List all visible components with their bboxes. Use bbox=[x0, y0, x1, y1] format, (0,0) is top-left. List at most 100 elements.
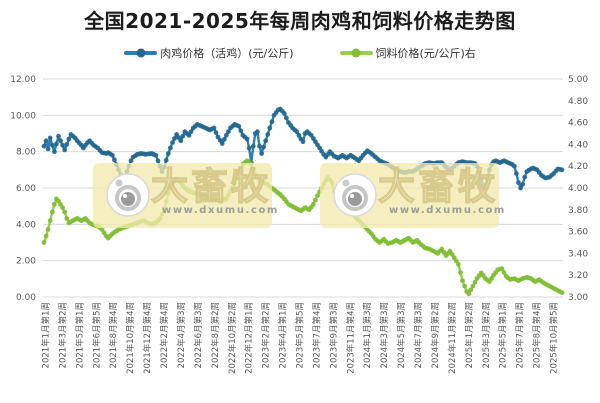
series-marker-0 bbox=[221, 137, 227, 142]
right-axis-tick-label: 4.40 bbox=[568, 140, 588, 150]
watermark-brand-text: 大畜牧 bbox=[377, 164, 498, 208]
series-marker-0 bbox=[211, 125, 217, 131]
left-axis-tick-label: 4.00 bbox=[16, 220, 36, 230]
x-axis-tick-label: 2023年4月第1周 bbox=[278, 302, 289, 368]
series-marker-0 bbox=[236, 123, 242, 129]
legend-dot-broiler bbox=[136, 48, 146, 58]
series-marker-0 bbox=[255, 129, 260, 135]
x-axis-tick-label: 2023年9月第3周 bbox=[328, 302, 339, 368]
series-marker-0 bbox=[180, 133, 186, 139]
series-marker-0 bbox=[522, 174, 528, 180]
x-axis-tick-label: 2023年2月第2周 bbox=[261, 302, 272, 368]
x-axis-tick-label: 2022年10月第2周 bbox=[227, 302, 238, 374]
series-marker-1 bbox=[52, 201, 57, 207]
legend-line-marker-broiler bbox=[124, 48, 158, 58]
series-marker-1 bbox=[458, 270, 463, 275]
series-marker-0 bbox=[165, 151, 171, 156]
series-marker-0 bbox=[514, 171, 519, 176]
series-marker-0 bbox=[153, 152, 159, 158]
series-marker-0 bbox=[64, 142, 70, 147]
series-marker-0 bbox=[128, 158, 134, 164]
series-marker-0 bbox=[60, 142, 65, 148]
series-marker-0 bbox=[49, 142, 55, 148]
right-axis-tick-label: 4.00 bbox=[568, 184, 588, 194]
series-marker-0 bbox=[259, 151, 264, 156]
series-marker-0 bbox=[294, 129, 300, 135]
x-axis-tick-label: 2024年3月第3周 bbox=[379, 302, 390, 368]
series-marker-0 bbox=[263, 138, 269, 144]
x-axis-tick-label: 2022年12月第1周 bbox=[244, 302, 255, 374]
right-axis-tick-label: 3.20 bbox=[568, 271, 588, 281]
legend-dot-feed bbox=[351, 48, 361, 58]
series-marker-1 bbox=[499, 266, 505, 272]
series-marker-0 bbox=[62, 147, 68, 153]
legend: 肉鸡价格（活鸡）(元/公斤) 饲料价格(元/公斤)右 bbox=[0, 45, 600, 61]
right-axis-tick-label: 4.60 bbox=[568, 119, 588, 129]
x-axis-tick-label: 2024年7月第3周 bbox=[413, 302, 424, 368]
x-axis-tick-label: 2022年8月第2周 bbox=[210, 302, 221, 368]
series-marker-1 bbox=[501, 270, 507, 275]
legend-line-marker-feed bbox=[339, 48, 373, 58]
watermark-right: 大畜牧 www.dxumu.com bbox=[320, 163, 504, 228]
series-marker-0 bbox=[178, 138, 184, 144]
x-axis-tick-label: 2021年1月第1周 bbox=[41, 302, 52, 368]
series-marker-0 bbox=[43, 138, 49, 144]
series-marker-0 bbox=[559, 167, 565, 173]
series-marker-1 bbox=[559, 290, 565, 295]
left-axis-tick-label: 12.00 bbox=[10, 75, 36, 85]
left-axis-tick-label: 0.00 bbox=[16, 293, 36, 303]
x-axis-tick-label: 2022年2月第4周 bbox=[159, 302, 170, 368]
series-marker-0 bbox=[246, 145, 252, 151]
x-axis-tick-label: 2024年5月第3周 bbox=[396, 302, 407, 368]
series-marker-1 bbox=[49, 209, 55, 215]
series-marker-0 bbox=[47, 135, 53, 141]
series-marker-0 bbox=[226, 129, 231, 135]
series-marker-1 bbox=[41, 240, 47, 245]
series-marker-0 bbox=[282, 111, 287, 116]
x-axis-tick-label: 2025年5月第1周 bbox=[498, 302, 509, 368]
right-axis-tick-label: 4.20 bbox=[568, 162, 588, 172]
x-axis-tick-label: 2021年12月第4周 bbox=[142, 302, 153, 374]
series-marker-0 bbox=[163, 157, 169, 163]
series-marker-0 bbox=[112, 157, 117, 163]
right-axis-tick-label: 3.40 bbox=[568, 249, 588, 259]
x-axis-tick-label: 2021年5月第1周 bbox=[74, 302, 85, 368]
series-marker-0 bbox=[516, 180, 521, 186]
watermark-url-text: www.dxumu.com bbox=[389, 205, 506, 216]
series-marker-0 bbox=[213, 130, 219, 136]
x-axis-tick-label: 2025年7月第1周 bbox=[515, 302, 526, 368]
series-marker-1 bbox=[47, 218, 53, 224]
watermark-url-text: www.dxumu.com bbox=[162, 205, 279, 216]
x-axis-tick-label: 2021年6月第5周 bbox=[91, 302, 102, 368]
x-axis-tick-label: 2021年8月第4周 bbox=[108, 302, 119, 368]
series-marker-0 bbox=[265, 132, 271, 137]
x-axis-tick-label: 2025年1月第2周 bbox=[464, 302, 475, 368]
series-marker-0 bbox=[257, 143, 262, 149]
series-marker-0 bbox=[52, 149, 57, 155]
series-marker-0 bbox=[261, 144, 266, 150]
series-marker-0 bbox=[41, 143, 47, 149]
series-marker-1 bbox=[43, 233, 49, 239]
series-marker-1 bbox=[470, 283, 476, 289]
x-axis-tick-label: 2023年5月第5周 bbox=[295, 302, 306, 368]
series-marker-0 bbox=[296, 132, 302, 138]
series-marker-0 bbox=[300, 139, 306, 145]
left-axis-tick-label: 2.00 bbox=[16, 257, 36, 267]
series-marker-0 bbox=[244, 136, 250, 142]
right-axis-tick-label: 3.80 bbox=[568, 206, 588, 216]
series-marker-0 bbox=[188, 129, 194, 135]
series-marker-1 bbox=[315, 193, 320, 199]
series-marker-1 bbox=[45, 227, 51, 232]
series-marker-1 bbox=[60, 205, 65, 211]
series-marker-0 bbox=[267, 125, 273, 131]
right-axis-tick-label: 4.80 bbox=[568, 97, 588, 107]
series-marker-0 bbox=[223, 132, 229, 138]
watermark-eye-logo bbox=[333, 173, 377, 217]
series-marker-0 bbox=[168, 145, 173, 151]
series-marker-0 bbox=[269, 119, 275, 125]
legend-label-broiler: 肉鸡价格（活鸡）(元/公斤) bbox=[160, 47, 294, 60]
series-marker-1 bbox=[64, 216, 70, 221]
x-axis-tick-label: 2023年11月第4周 bbox=[345, 302, 356, 374]
